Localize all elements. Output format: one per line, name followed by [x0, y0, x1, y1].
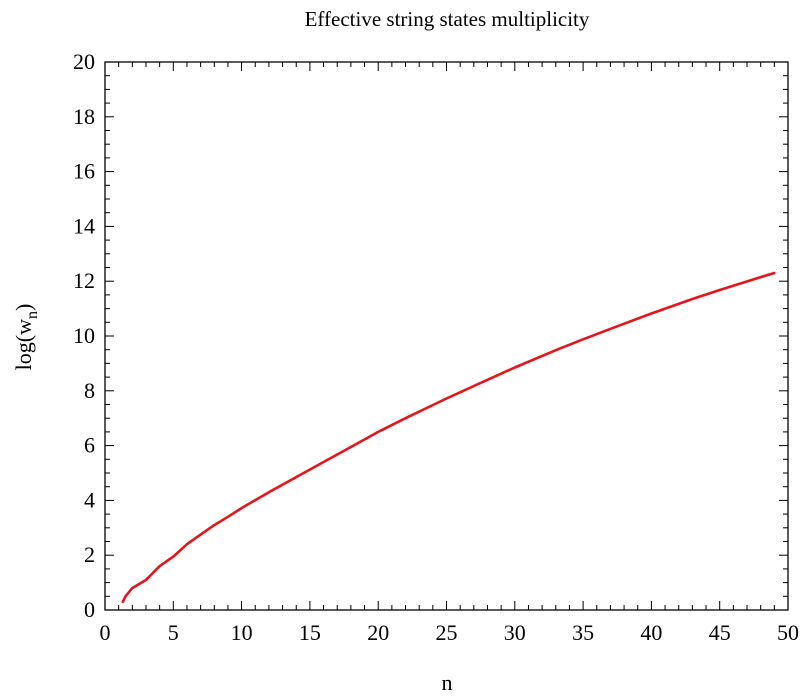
y-tick-label: 14 [73, 213, 95, 238]
x-tick-label: 15 [299, 620, 321, 645]
x-tick-label: 20 [367, 620, 389, 645]
x-tick-label: 50 [777, 620, 799, 645]
x-tick-label: 5 [168, 620, 179, 645]
y-tick-label: 2 [84, 542, 95, 567]
chart-title: Effective string states multiplicity [305, 7, 590, 31]
x-tick-label: 45 [709, 620, 731, 645]
series-line [121, 271, 776, 604]
x-tick-label: 0 [100, 620, 111, 645]
y-axis-title: log(wn) [11, 304, 41, 371]
x-axis-title: n [442, 670, 453, 695]
y-tick-label: 12 [73, 268, 95, 293]
y-axis-title-main: log(w [11, 319, 36, 370]
y-tick-label: 16 [73, 159, 95, 184]
y-tick-label: 6 [84, 433, 95, 458]
y-tick-label: 18 [73, 104, 95, 129]
x-tick-label: 10 [231, 620, 253, 645]
plot-area: 0 5 10 15 20 25 30 35 40 45 50 0 2 4 6 8 10 12 14 16 18 20 [73, 49, 799, 645]
x-tick-label: 25 [436, 620, 458, 645]
x-tick-label: 35 [572, 620, 594, 645]
y-tick-label: 4 [84, 487, 95, 512]
y-tick-label: 10 [73, 323, 95, 348]
y-tick-label: 8 [84, 378, 95, 403]
x-tick-label: 30 [504, 620, 526, 645]
y-axis-title-subscript: n [24, 311, 41, 319]
plot-frame [104, 61, 789, 611]
y-axis-title-close: ) [11, 304, 36, 311]
y-tick-label: 20 [73, 49, 95, 74]
y-tick-label: 0 [84, 597, 95, 622]
x-tick-label: 40 [640, 620, 662, 645]
